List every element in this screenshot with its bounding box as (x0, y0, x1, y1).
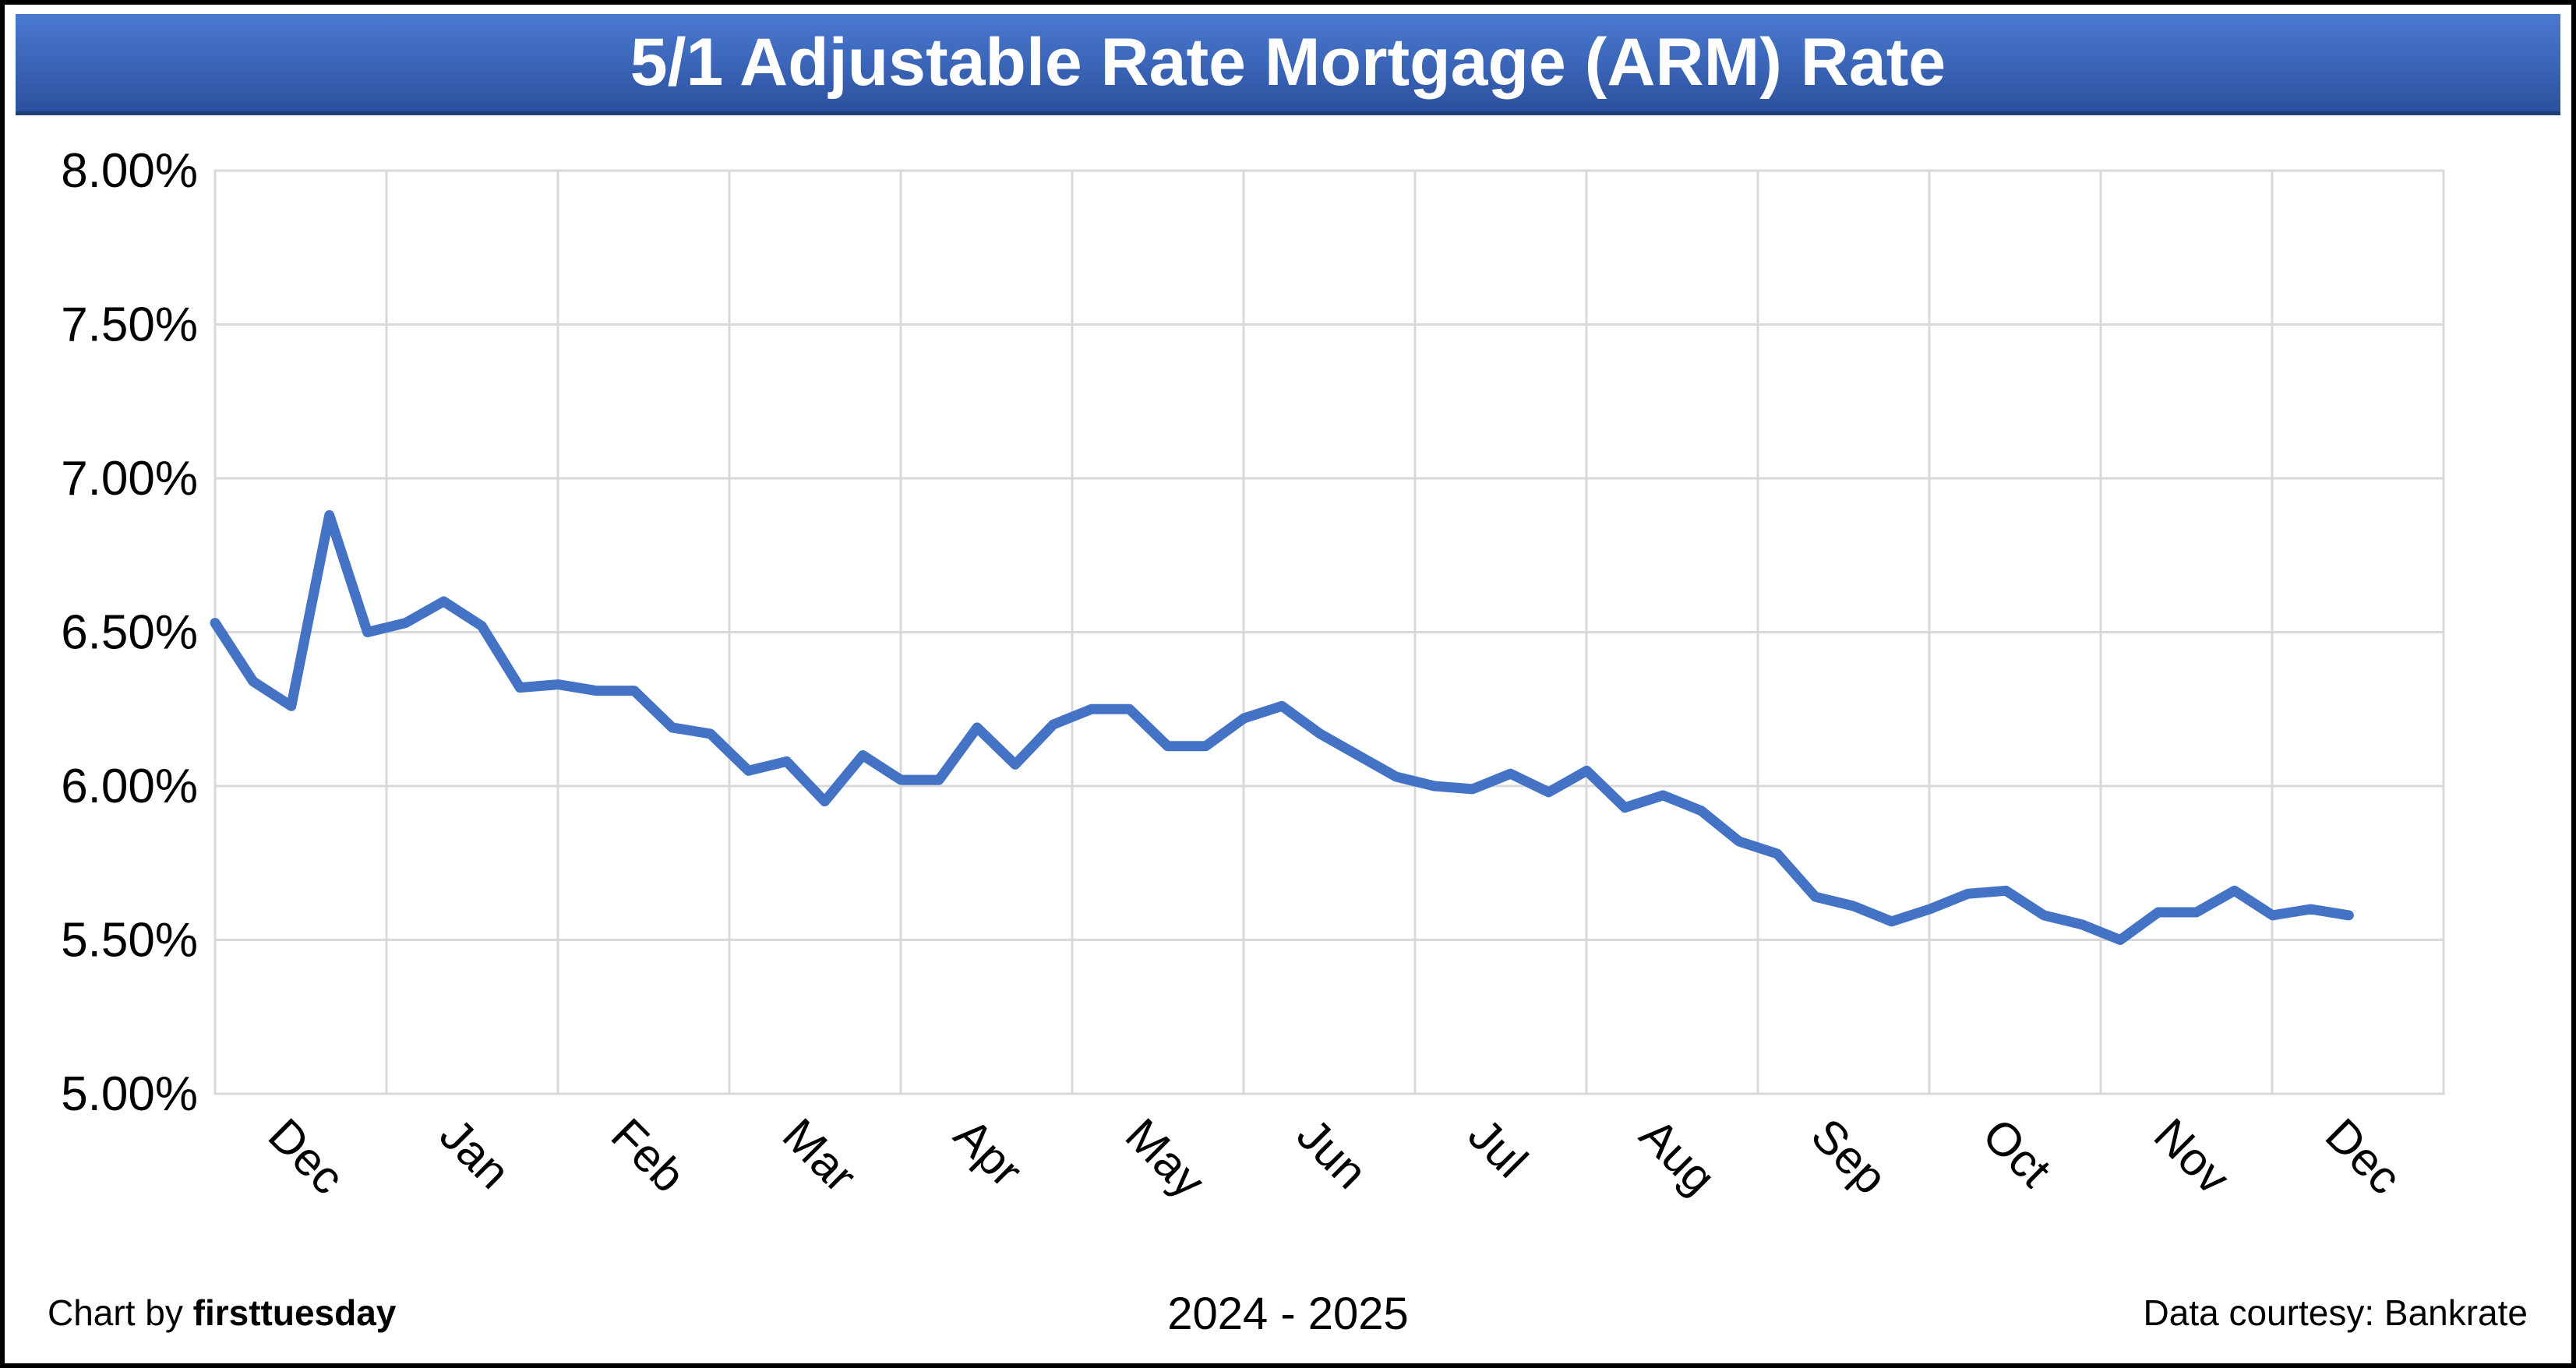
x-tick-label: Dec (259, 1109, 355, 1204)
footer-credit-prefix: Chart by (48, 1292, 193, 1333)
title-banner: 5/1 Adjustable Rate Mortgage (ARM) Rate (16, 14, 2560, 115)
x-tick-label: Nov (2144, 1109, 2240, 1204)
x-tick-label: Jul (1459, 1109, 1538, 1188)
y-tick-label: 7.50% (61, 298, 198, 352)
footer-source: Data courtesy: Bankrate (2143, 1292, 2528, 1333)
x-tick-label: Jun (1287, 1109, 1378, 1199)
y-tick-label: 7.00% (61, 452, 198, 506)
x-tick-label: Aug (1630, 1109, 1726, 1204)
x-tick-label: Sep (1801, 1109, 1897, 1204)
footer-credit-name: firsttuesday (192, 1292, 397, 1333)
x-tick-label: Oct (1973, 1109, 2062, 1197)
y-tick-label: 8.00% (61, 144, 198, 198)
rate-line (210, 509, 2354, 945)
footer-credit: Chart by firsttuesday (48, 1292, 396, 1334)
x-tick-label: Dec (2316, 1109, 2412, 1204)
chart-title: 5/1 Adjustable Rate Mortgage (ARM) Rate (630, 25, 1946, 100)
y-tick-label: 6.50% (61, 606, 198, 660)
x-tick-label: Apr (944, 1109, 1032, 1197)
x-tick-label: Jan (430, 1109, 520, 1199)
x-tick-label: May (1116, 1109, 1216, 1208)
y-tick-label: 5.50% (61, 914, 198, 968)
x-tick-label: Feb (602, 1109, 695, 1202)
y-tick-label: 5.00% (61, 1067, 198, 1121)
y-tick-label: 6.00% (61, 760, 198, 813)
rate-line-chart: 8.00% 7.50% 7.00% 6.50% 6.00% 5.50% 5.00% Dec Ja… (61, 144, 2445, 1208)
x-tick-label: Mar (773, 1109, 866, 1202)
footer-period: 2024 - 2025 (1167, 1289, 1409, 1339)
